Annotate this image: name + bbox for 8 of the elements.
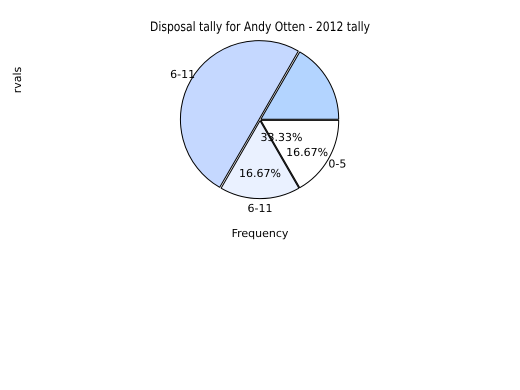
slice-label: 6-11	[248, 202, 272, 216]
data-label: 16.67%	[239, 167, 281, 180]
slice-label: 6-11	[170, 68, 196, 81]
data-label: 16.67%	[286, 146, 328, 159]
text: Frequency	[232, 226, 289, 240]
slice-label: 0-5	[328, 157, 346, 170]
text: rvals	[10, 66, 24, 94]
chart-title: Disposal tally for Andy Otten - 2012 tally	[150, 19, 370, 34]
